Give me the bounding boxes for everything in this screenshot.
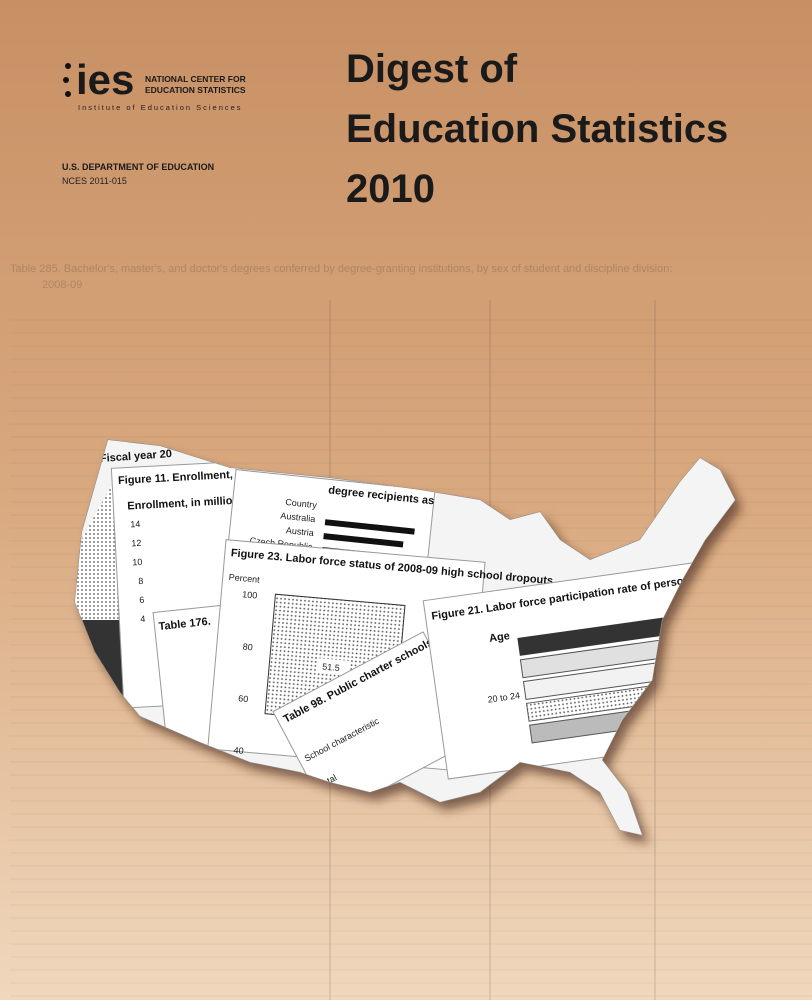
- country-label: Country: [285, 497, 318, 510]
- department: U.S. DEPARTMENT OF EDUCATION: [62, 162, 214, 172]
- tick-label: 80: [242, 642, 253, 653]
- title-line: 2010: [346, 167, 435, 211]
- logo-text: ies: [76, 56, 134, 103]
- fig-heading: Table 176.: [158, 616, 211, 633]
- table-title: Table 285. Bachelor's, master's, and doc…: [10, 263, 672, 275]
- agency: NATIONAL CENTER FOR: [145, 74, 246, 84]
- fig-heading: Fiscal year 20: [100, 448, 173, 465]
- tick-label: 6: [139, 595, 145, 605]
- tick-label: 14: [130, 519, 141, 530]
- tick-label: 12: [131, 538, 142, 549]
- tick-label: 8: [138, 576, 144, 586]
- country-label: Australia: [280, 511, 316, 525]
- tick-label: 4: [140, 614, 146, 624]
- report-number: NCES 2011-015: [62, 176, 127, 186]
- country-label: Austria: [285, 525, 314, 538]
- tick-label: 60: [238, 693, 249, 704]
- logo: ies NATIONAL CENTER FOR EDUCATION STATIS…: [63, 56, 246, 112]
- institute: Institute of Education Sciences: [78, 103, 243, 112]
- title-line: Digest of: [346, 47, 518, 91]
- category-label: 20 to 24: [487, 690, 521, 704]
- value-label: 51.5: [322, 662, 340, 673]
- tick-label: 40: [233, 745, 244, 756]
- axis-title: Age: [488, 630, 510, 645]
- agency: EDUCATION STATISTICS: [145, 85, 246, 95]
- title-line: Education Statistics: [346, 107, 728, 151]
- tick-label: 10: [132, 557, 143, 568]
- axis-title: Percent: [228, 572, 260, 585]
- table-title: 2008-09: [42, 279, 82, 291]
- tick-label: 100: [242, 589, 258, 600]
